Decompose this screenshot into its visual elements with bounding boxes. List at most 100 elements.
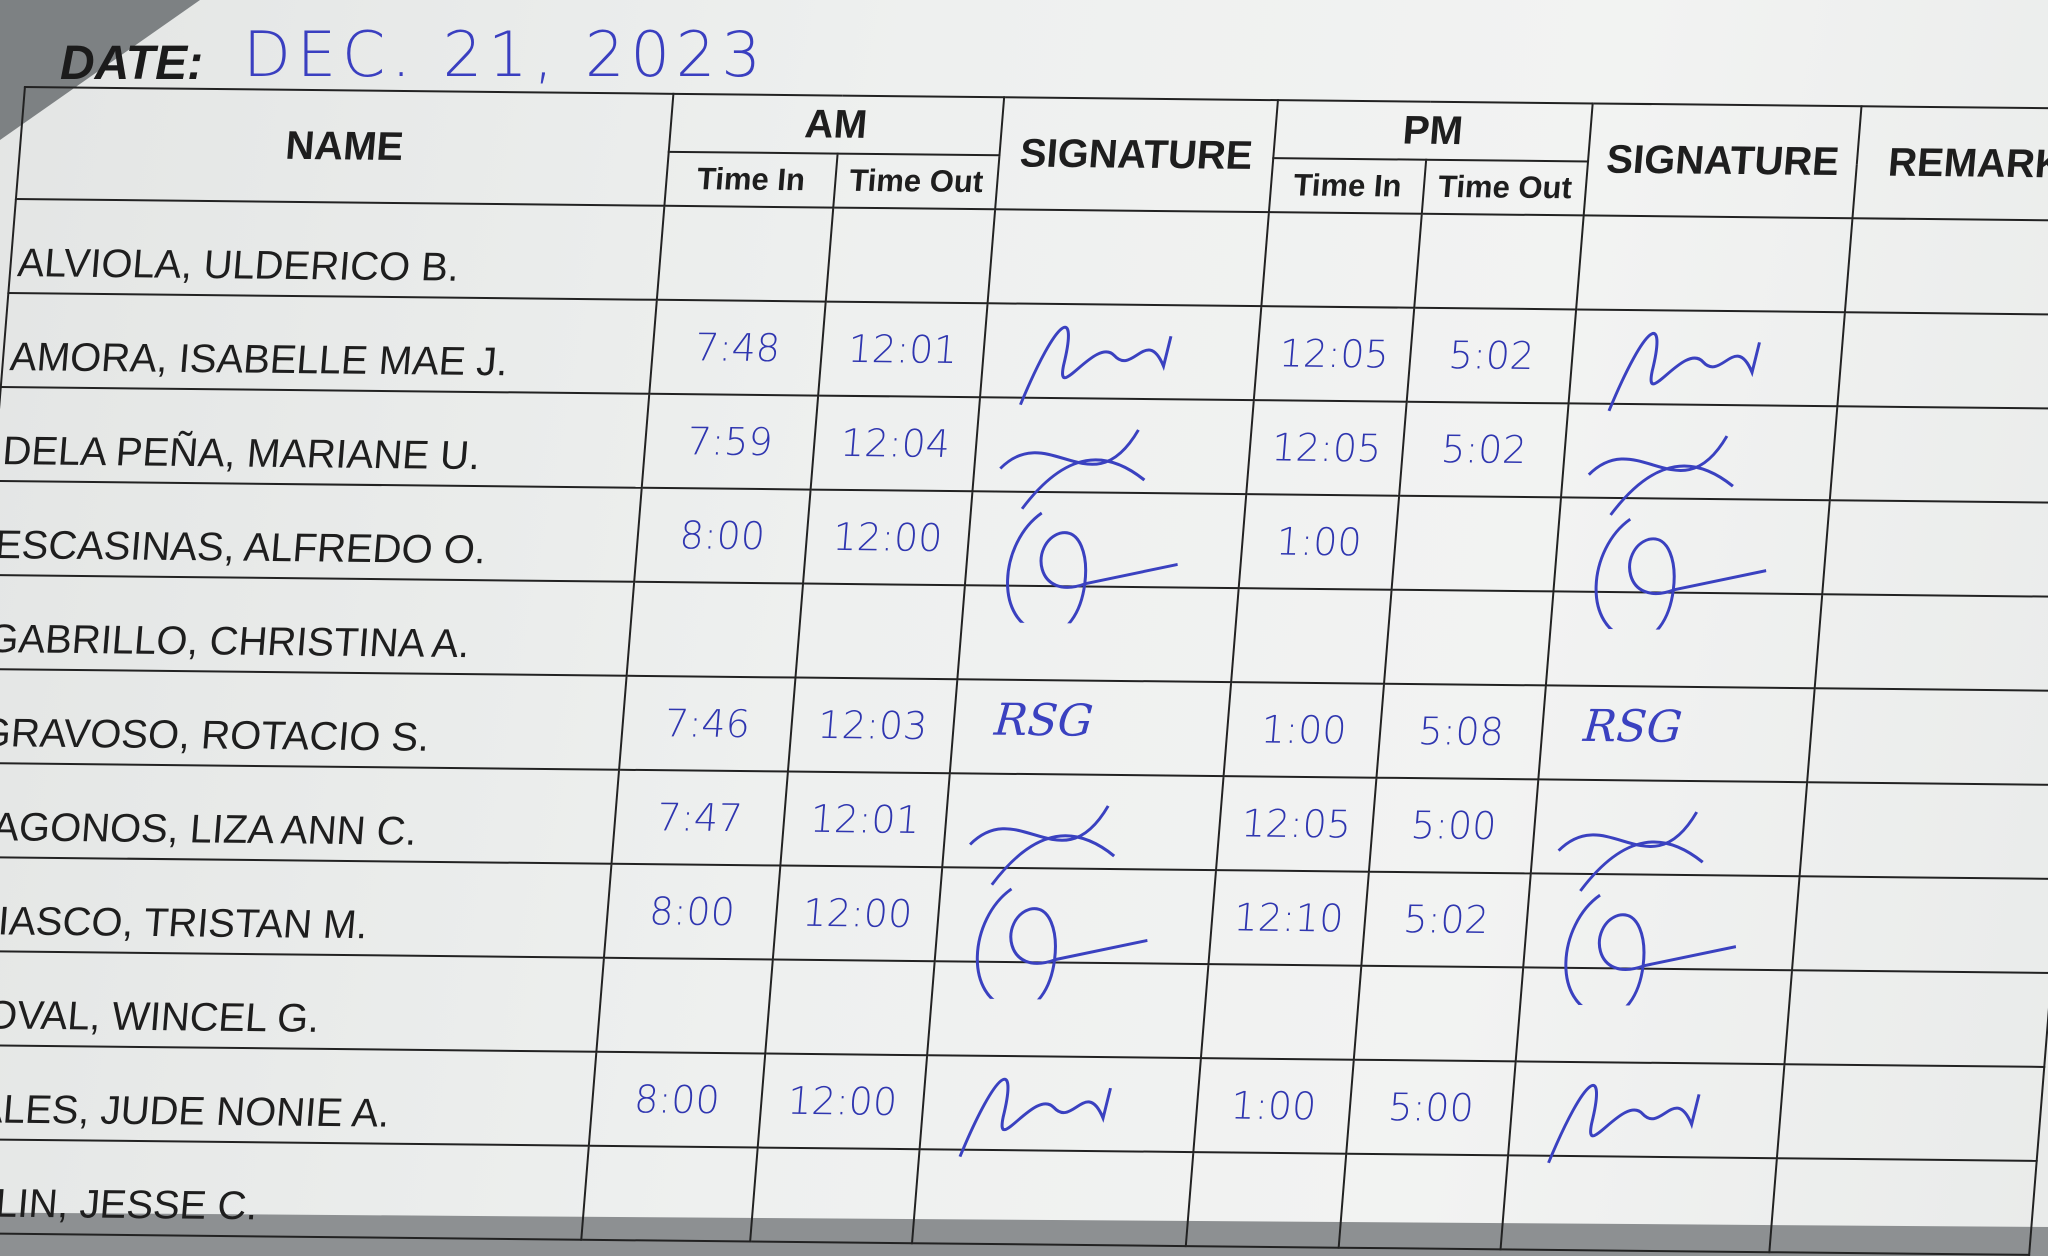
am-signature xyxy=(919,1055,1201,1152)
am-signature xyxy=(980,303,1262,400)
am-signature: RSG xyxy=(949,679,1231,776)
am-time-in xyxy=(596,958,773,1054)
am-time-out xyxy=(750,1148,919,1244)
pm-time-out: 5:08 xyxy=(1377,684,1546,780)
am-time-in xyxy=(581,1146,758,1242)
signature-text: RSG xyxy=(993,695,1095,747)
employee-name: NOVAL, WINCEL G. xyxy=(0,951,604,1052)
pm-time-in: 1:00 xyxy=(1239,494,1400,590)
remarks-cell xyxy=(1792,876,2048,973)
pm-signature xyxy=(1508,1061,1785,1158)
remarks-cell xyxy=(1785,970,2048,1067)
am-signature xyxy=(912,1149,1194,1246)
remarks-cell xyxy=(1845,218,2048,315)
am-signature xyxy=(972,397,1254,494)
header-am-time-in: Time In xyxy=(664,152,838,208)
am-time-out: 12:00 xyxy=(758,1054,927,1150)
am-time-in: 8:00 xyxy=(589,1052,766,1148)
remarks-cell xyxy=(1823,500,2048,597)
employee-name: TULIN, JESSE C. xyxy=(0,1139,589,1240)
pm-time-in: 12:10 xyxy=(1208,870,1369,966)
am-time-in xyxy=(626,582,803,678)
am-signature xyxy=(934,867,1216,964)
header-name: NAME xyxy=(16,87,673,206)
header-pm-time-in: Time In xyxy=(1269,158,1427,214)
pm-signature xyxy=(1523,873,1800,970)
header-am-time-out: Time Out xyxy=(834,154,999,210)
remarks-cell xyxy=(1808,688,2048,785)
employee-name: AMORA, ISABELLE MAE J. xyxy=(1,293,657,394)
pm-time-in xyxy=(1261,212,1422,308)
am-time-in: 7:59 xyxy=(641,394,818,490)
pm-signature xyxy=(1576,215,1853,312)
pm-signature xyxy=(1516,967,1793,1064)
pm-time-in xyxy=(1186,1152,1347,1248)
pm-signature xyxy=(1569,309,1846,406)
pm-time-out: 5:02 xyxy=(1362,872,1531,968)
am-signature xyxy=(957,585,1239,682)
am-time-in: 8:00 xyxy=(604,864,781,960)
am-time-out xyxy=(766,960,935,1056)
employee-name: JAGONOS, LIZA ANN C. xyxy=(0,763,619,864)
employee-name: DELA PEÑA, MARIANE U. xyxy=(0,387,649,488)
pm-time-in: 12:05 xyxy=(1216,776,1377,872)
am-time-in: 7:46 xyxy=(619,676,796,772)
pm-time-out: 5:00 xyxy=(1346,1060,1515,1156)
am-time-out: 12:01 xyxy=(818,302,987,398)
remarks-cell xyxy=(1838,312,2048,409)
pm-signature xyxy=(1531,779,1808,876)
pm-time-out: 5:02 xyxy=(1407,308,1576,404)
am-time-out: 12:03 xyxy=(788,678,957,774)
pm-time-in: 1:00 xyxy=(1193,1058,1354,1154)
date-value: DEC. 21, 2023 xyxy=(243,18,767,91)
header-pm-time-out: Time Out xyxy=(1422,160,1588,216)
attendance-rows: ALVIOLA, ULDERICO B.AMORA, ISABELLE MAE … xyxy=(0,199,2048,1255)
employee-name: ALVIOLA, ULDERICO B. xyxy=(8,199,664,300)
pm-signature xyxy=(1561,403,1838,500)
header-pm-signature: SIGNATURE xyxy=(1584,103,1862,218)
am-time-out: 12:04 xyxy=(811,396,980,492)
attendance-table-wrapper: NAME AM SIGNATURE PM SIGNATURE REMARKS T… xyxy=(0,86,2048,1256)
pm-signature xyxy=(1553,497,1830,594)
pm-time-out: 5:02 xyxy=(1399,402,1568,498)
am-time-out xyxy=(826,208,995,304)
employee-name: GABRILLO, CHRISTINA A. xyxy=(0,575,634,676)
am-time-out xyxy=(796,584,965,680)
attendance-table: NAME AM SIGNATURE PM SIGNATURE REMARKS T… xyxy=(0,86,2048,1256)
header-remarks: REMARKS xyxy=(1853,106,2048,221)
header-am: AM xyxy=(668,94,1003,155)
pm-time-out xyxy=(1414,214,1583,310)
pm-time-in: 12:05 xyxy=(1246,400,1407,496)
am-time-out: 12:01 xyxy=(781,772,950,868)
employee-name: GRAVOSO, ROTACIO S. xyxy=(0,669,626,770)
remarks-cell xyxy=(1830,406,2048,503)
employee-name: MIASCO, TRISTAN M. xyxy=(0,857,611,958)
pm-time-in xyxy=(1201,964,1362,1060)
remarks-cell xyxy=(1770,1158,2037,1255)
am-time-in: 7:48 xyxy=(649,300,826,396)
pm-time-out xyxy=(1339,1154,1508,1250)
employee-name: SALES, JUDE NONIE A. xyxy=(0,1045,596,1146)
date-label: DATE: xyxy=(60,36,203,91)
remarks-cell xyxy=(1815,594,2048,691)
pm-time-out xyxy=(1392,496,1561,592)
pm-signature: RSG xyxy=(1538,685,1815,782)
am-signature xyxy=(927,961,1209,1058)
pm-time-out: 5:00 xyxy=(1369,778,1538,874)
pm-time-in xyxy=(1231,588,1392,684)
pm-time-out xyxy=(1354,966,1523,1062)
pm-time-in: 1:00 xyxy=(1223,682,1384,778)
am-signature xyxy=(942,773,1224,870)
pm-signature xyxy=(1546,591,1823,688)
employee-name: ESCASINAS, ALFREDO O. xyxy=(0,481,641,582)
am-signature xyxy=(987,209,1269,306)
signature-text: RSG xyxy=(1582,701,1684,753)
date-line: DATE: DEC. 21, 2023 xyxy=(60,18,767,91)
pm-signature xyxy=(1501,1155,1778,1252)
am-time-out: 12:00 xyxy=(773,866,942,962)
remarks-cell xyxy=(1777,1064,2044,1161)
pm-time-out xyxy=(1384,590,1553,686)
remarks-cell xyxy=(1800,782,2048,879)
header-am-signature: SIGNATURE xyxy=(995,97,1278,212)
am-signature xyxy=(964,491,1246,588)
